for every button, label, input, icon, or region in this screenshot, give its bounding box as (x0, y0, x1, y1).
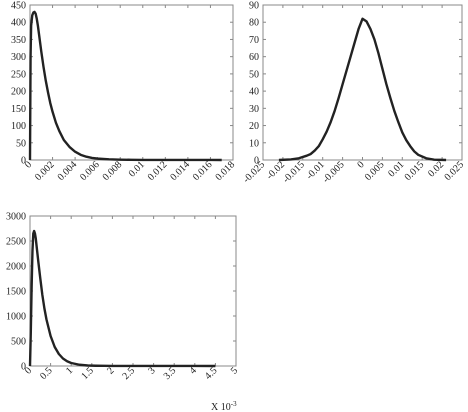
x-tick-label: 0.015 (403, 159, 427, 183)
x-tick-label: 0.01 (127, 159, 147, 179)
y-tick-label: 100 (11, 121, 26, 132)
y-tick-label: 1500 (6, 287, 26, 298)
y-tick-label: 1000 (6, 312, 26, 323)
plot-frame (262, 4, 463, 161)
x-tick-label: 0 (23, 365, 34, 376)
y-tick-label: 300 (11, 52, 26, 63)
x-tick-label: 0.016 (191, 159, 215, 183)
x-tick-label: 1 (64, 365, 75, 376)
x-tick-label: 2.5 (121, 365, 138, 382)
x-tick-label: -0.005 (321, 159, 347, 185)
x-tick-label: -0.015 (281, 159, 307, 185)
y-tick-label: 3000 (6, 212, 26, 223)
y-tick-label: 500 (11, 337, 26, 348)
x-tick-label: 4 (188, 365, 199, 376)
y-tick-label: 50 (16, 138, 26, 149)
y-tick-label: 50 (249, 69, 259, 80)
y-tick-label: 2500 (6, 237, 26, 248)
x-tick-label: 0.004 (56, 159, 80, 183)
y-tick-label: 80 (249, 18, 259, 29)
plot-frame (29, 4, 234, 161)
y-tick-label: 200 (11, 87, 26, 98)
y-tick-label: 30 (249, 104, 259, 115)
x-tick-label: 0.014 (168, 159, 192, 183)
y-tick-label: 450 (11, 1, 26, 12)
y-tick-label: 70 (249, 35, 259, 46)
x-tick-label: 0 (355, 159, 366, 170)
x-tick-label: 0.025 (442, 159, 466, 183)
y-tick-label: 150 (11, 104, 26, 115)
x-tick-label: 3 (146, 365, 157, 376)
x-tick-label: -0.025 (241, 159, 267, 185)
y-tick-label: 2000 (6, 262, 26, 273)
x-tick-label: 0.018 (213, 159, 237, 183)
y-tick-label: 0 (21, 362, 26, 373)
x-tick-label: 5 (229, 365, 240, 376)
y-tick-label: 0 (254, 156, 259, 167)
x-multiplier-label: X 10-3 (211, 400, 237, 412)
x-tick-label: 0 (23, 159, 34, 170)
chart-panel-top-right: 0102030405060708090-0.025-0.02-0.015-0.0… (241, 1, 466, 186)
y-tick-label: 400 (11, 18, 26, 29)
y-tick-label: 350 (11, 35, 26, 46)
x-tick-label: 0.002 (33, 159, 57, 183)
y-tick-label: 20 (249, 121, 259, 132)
x-tick-label: 4.5 (203, 365, 220, 382)
x-tick-label: 2 (105, 365, 116, 376)
series-line (28, 10, 222, 162)
x-tick-label: 0.5 (38, 365, 55, 382)
y-tick-label: 90 (249, 1, 259, 12)
series-line (28, 229, 216, 368)
x-tick-label: 1.5 (79, 365, 96, 382)
x-tick-label: 0.012 (146, 159, 170, 183)
x-tick-label: 0.008 (101, 159, 125, 183)
x-tick-label: 0.005 (363, 159, 387, 183)
y-tick-label: 250 (11, 69, 26, 80)
x-tick-label: 0.006 (78, 159, 102, 183)
y-tick-label: 60 (249, 52, 259, 63)
chart-panel-top-left: 05010015020025030035040045000.0020.0040.… (11, 1, 237, 184)
y-tick-label: 10 (249, 138, 259, 149)
y-tick-label: 40 (249, 87, 259, 98)
plot-frame (29, 215, 237, 367)
y-tick-label: 0 (21, 156, 26, 167)
x-tick-label: 3.5 (162, 365, 179, 382)
series-line (278, 17, 447, 162)
